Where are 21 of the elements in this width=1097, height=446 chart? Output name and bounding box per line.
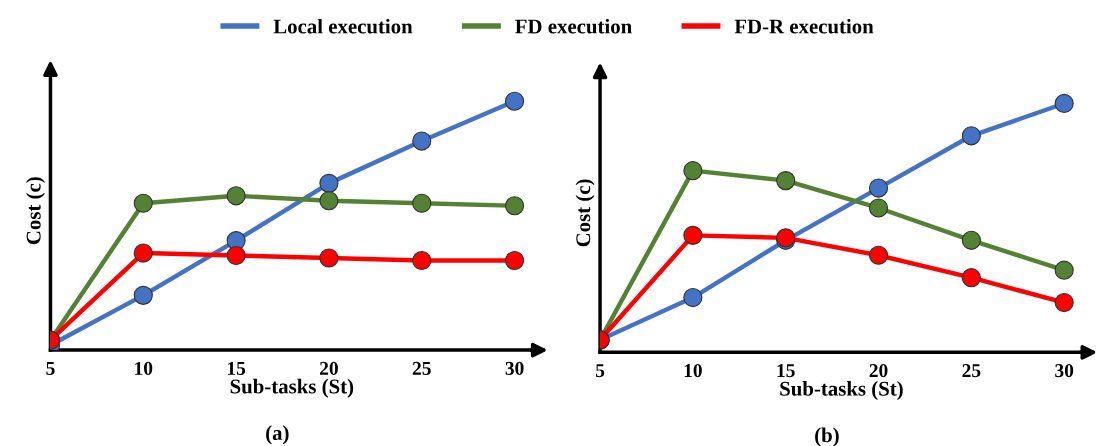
x-tick-label: 30 [1055,364,1074,378]
legend-label: FD execution [515,18,632,34]
x-tick-label: 20 [320,361,338,375]
x-tick-label: 5 [595,364,605,378]
text: (b) [815,427,839,446]
y-axis-title: Cost (c) [26,177,45,245]
x-axis-title: Sub-tasks (St) [230,378,354,398]
x-tick-label: 15 [227,361,246,375]
text: (a) [266,425,289,445]
legend-label: FD-R execution [734,18,874,34]
x-tick-label: 10 [684,364,702,378]
x-tick-label: 10 [135,361,153,375]
x-tick-label: 25 [412,361,431,375]
x-tick-label: 15 [777,364,795,378]
x-axis-title: Sub-tasks (St) [780,381,903,400]
y-axis-title: Cost (c) [575,179,595,247]
x-tick-label: 30 [505,361,524,375]
legend-label: Local execution [273,18,413,34]
x-tick-label: 20 [869,364,888,378]
x-tick-label: 5 [46,361,55,375]
x-tick-label: 25 [962,364,981,378]
